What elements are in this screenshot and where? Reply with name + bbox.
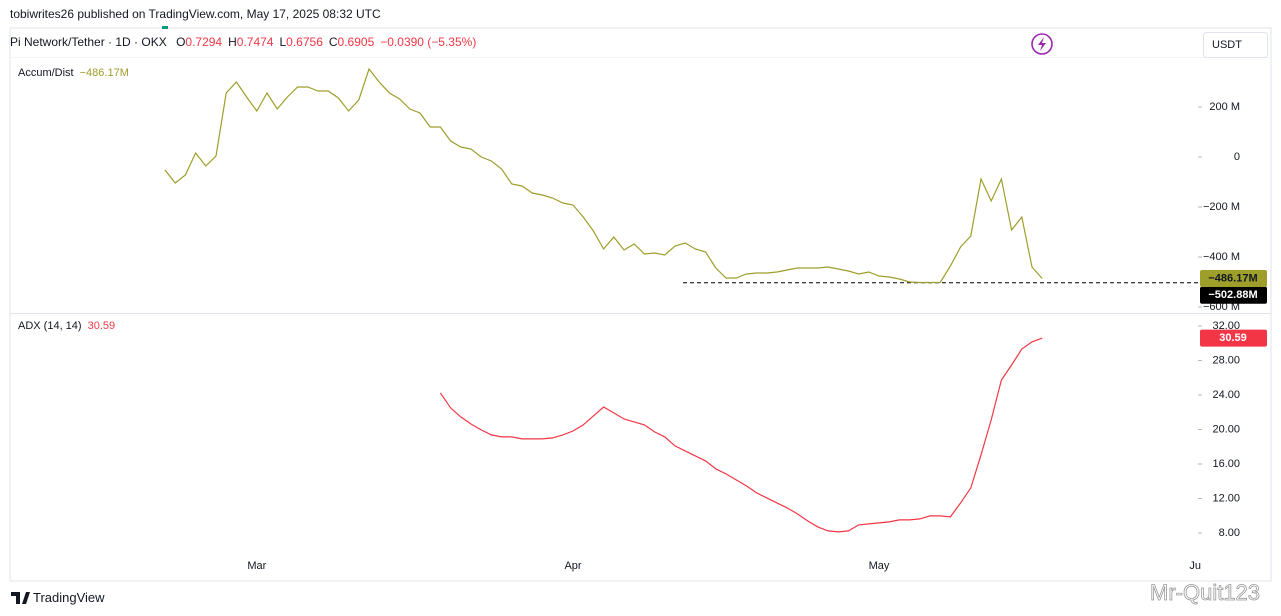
legend-value: 30.59 — [88, 320, 116, 332]
price-change: −0.0390 (−5.35%) — [380, 35, 477, 49]
ohlc-key: L — [279, 35, 287, 49]
x-tick-label: May — [869, 560, 890, 572]
brand: TradingView — [33, 590, 105, 605]
last-value-label: −486.17M — [1208, 272, 1257, 284]
x-tick-label: Mar — [247, 560, 266, 572]
y-tick-label: 16.00 — [1212, 458, 1240, 470]
currency-button[interactable] — [1203, 32, 1268, 58]
last-value-tag — [1200, 270, 1267, 288]
flash-icon[interactable] — [1031, 33, 1053, 55]
y-tick-label: 8.00 — [1219, 527, 1240, 539]
icon-bolt[interactable] — [1038, 37, 1046, 51]
symbol-name: Pi Network/Tether · 1D · OKX — [10, 35, 167, 49]
ohlc-value: 0.7294 — [185, 35, 223, 49]
y-tick-label: 200 M — [1209, 101, 1240, 113]
y-tick-label: 28.00 — [1212, 354, 1240, 366]
ohlc-value: 0.6905 — [337, 35, 375, 49]
publisher-line: tobiwrites26 published on TradingView.co… — [10, 7, 381, 21]
ohlc-key: O — [176, 35, 186, 49]
series-line — [164, 67, 1043, 284]
y-tick-label: 0 — [1234, 151, 1240, 163]
symbol-line: Pi Network/Tether · 1D · OKX O0.7294 H0.7… — [10, 35, 478, 49]
x-tick-label: Apr — [564, 560, 581, 572]
x-tick-label: Ju — [1189, 560, 1201, 572]
y-tick-label: −600 M — [1203, 301, 1240, 313]
logo-mark — [11, 592, 30, 604]
y-tick-label: 12.00 — [1212, 492, 1240, 504]
ohlc-value: 0.6756 — [286, 35, 323, 49]
y-tick-label: 24.00 — [1212, 389, 1240, 401]
y-tick-label: 20.00 — [1212, 423, 1240, 435]
last-value-label: 30.59 — [1219, 332, 1247, 344]
ohlc-key: H — [228, 35, 237, 49]
tv-logo — [11, 592, 30, 604]
currency-label[interactable]: USDT — [1212, 39, 1242, 51]
legend-value: −486.17M — [80, 67, 129, 79]
legend-name: Accum/Dist — [18, 67, 74, 79]
series-line — [439, 337, 1043, 533]
y-tick-label: 32.00 — [1212, 320, 1240, 332]
status-dot — [162, 26, 168, 29]
chart-frame — [9, 27, 1272, 582]
y-tick-label: −200 M — [1203, 201, 1240, 213]
legend-name: ADX (14, 14) — [18, 320, 82, 332]
last-value-tag — [1200, 329, 1267, 347]
icon-circle[interactable] — [1031, 33, 1053, 55]
y-tick-label: −400 M — [1203, 251, 1240, 263]
watermark: Mr-Quit123 — [1150, 580, 1260, 605]
ohlc-key: C — [328, 35, 338, 49]
reference-tag — [1200, 286, 1267, 304]
reference-label: −502.88M — [1208, 289, 1257, 301]
ohlc-value: 0.7474 — [236, 35, 274, 49]
